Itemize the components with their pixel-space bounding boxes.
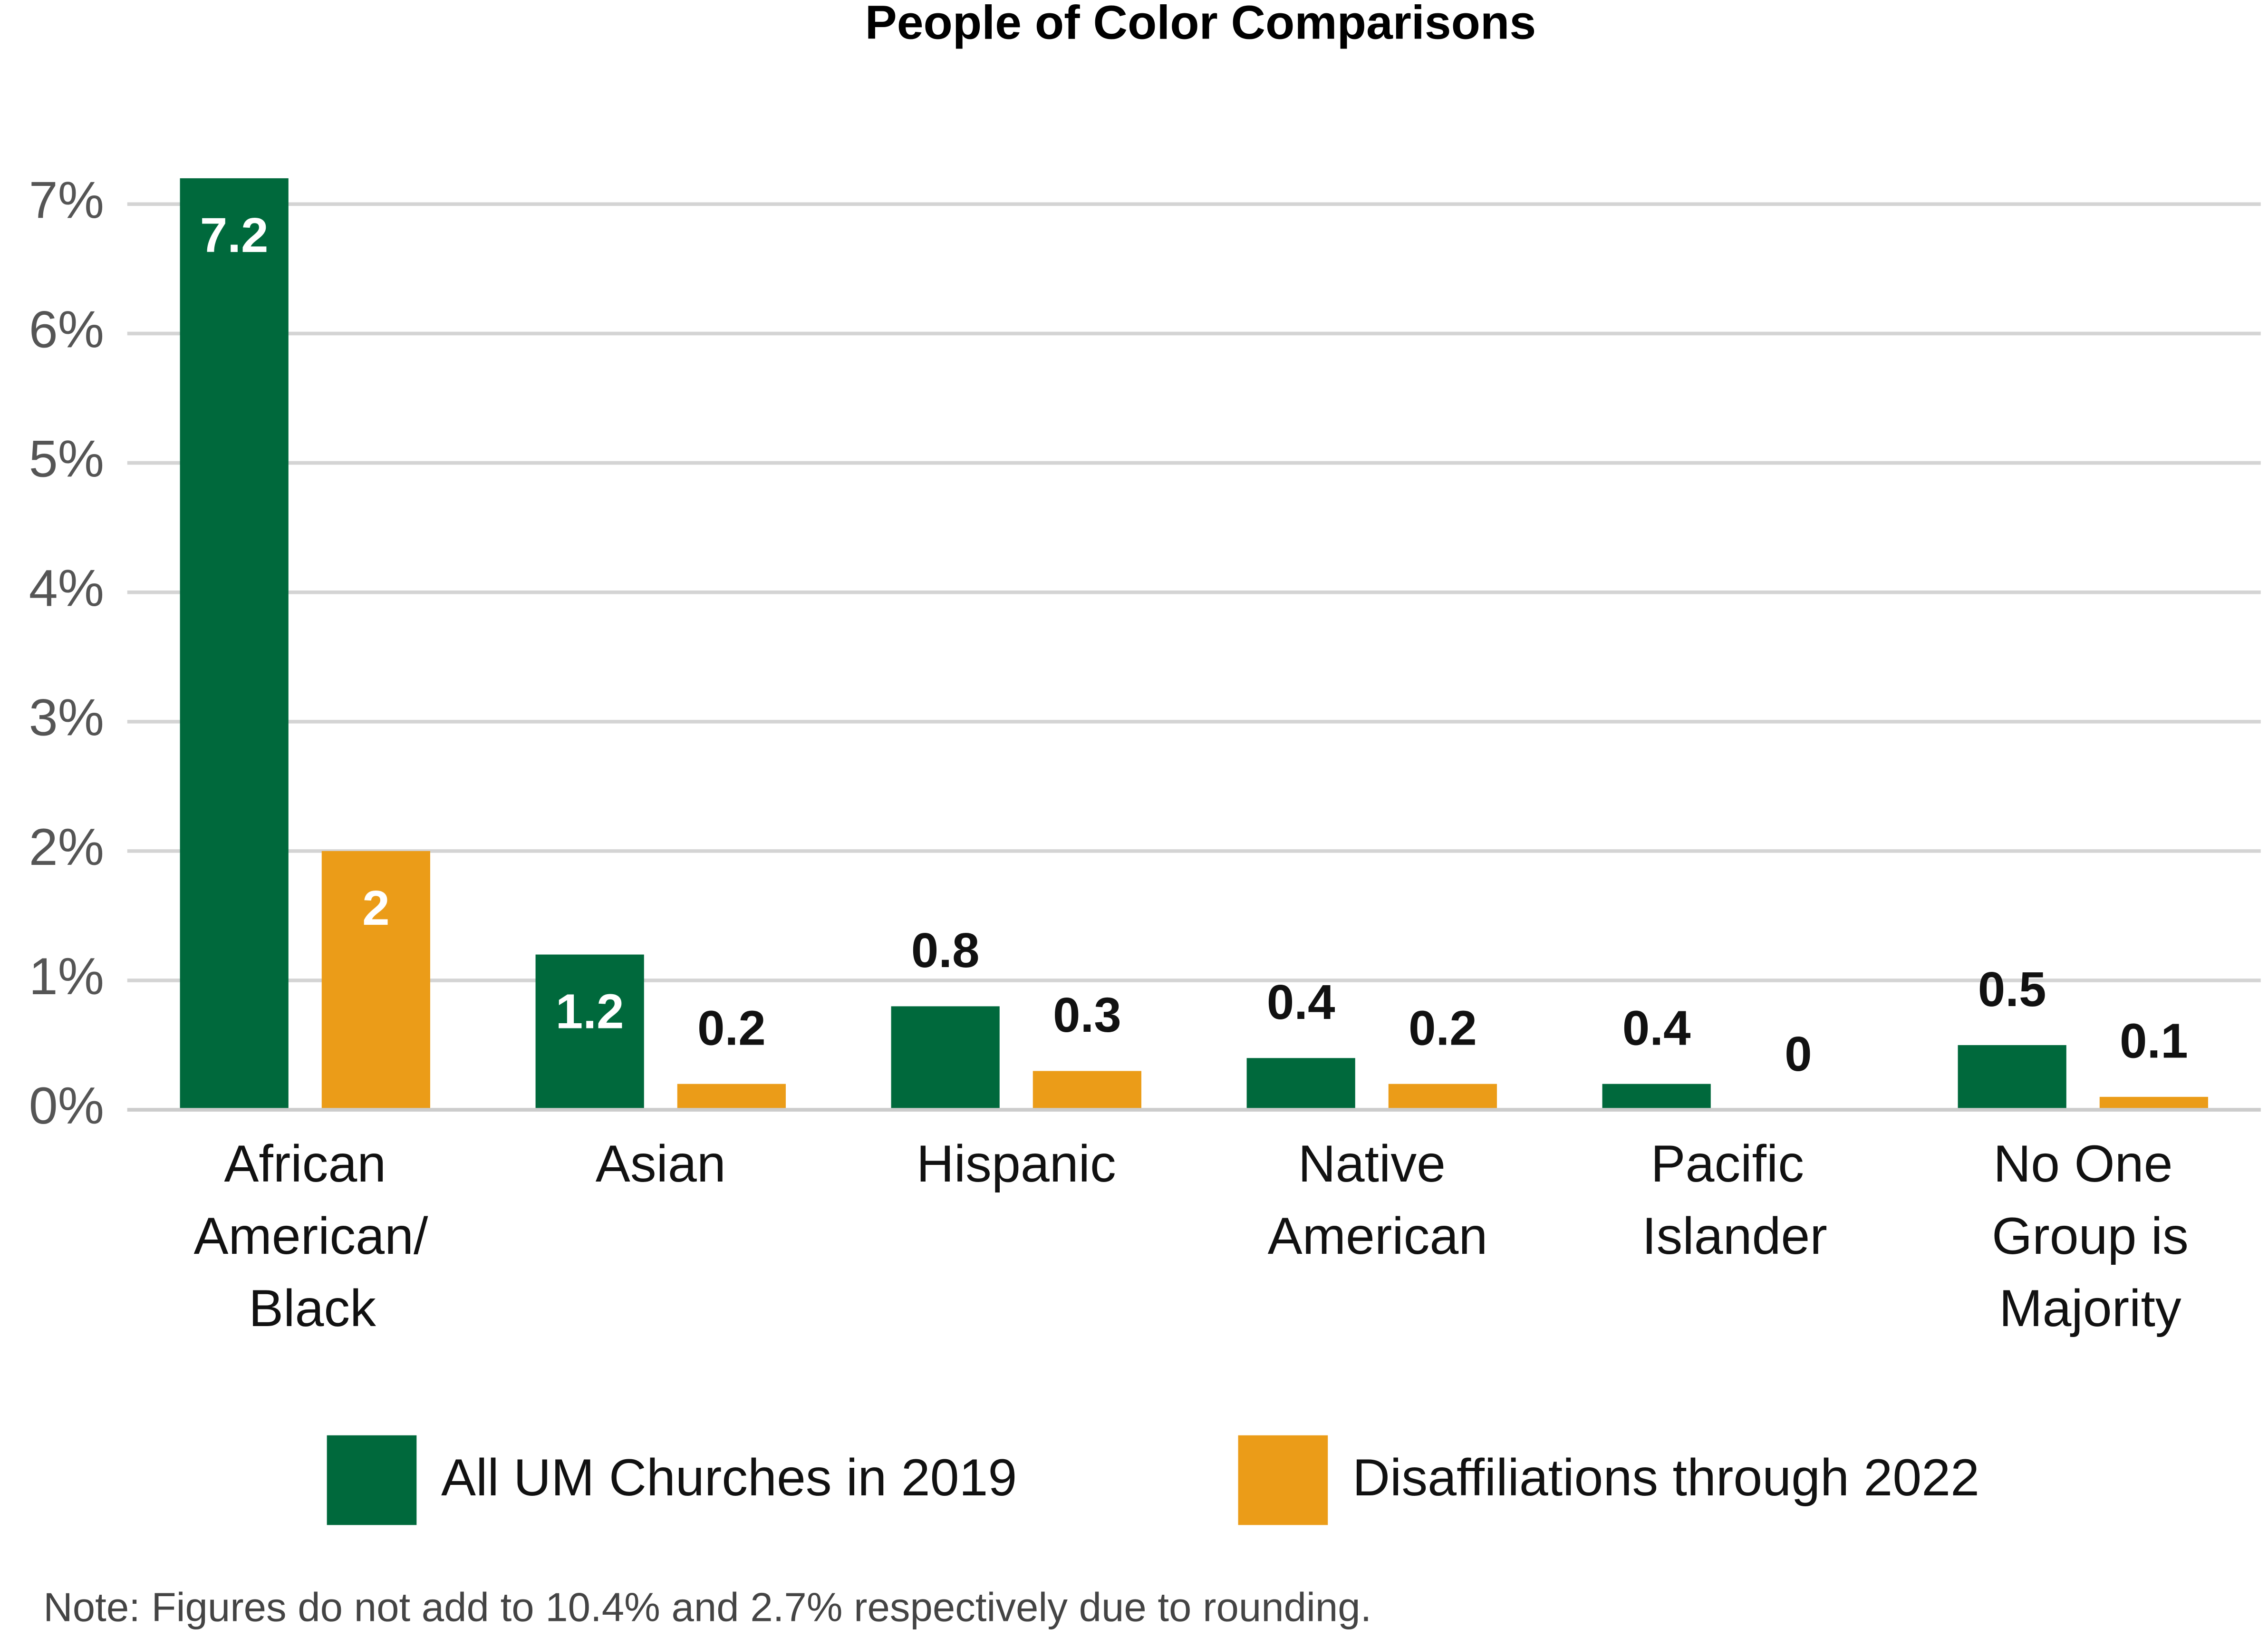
value-label: 0.4 bbox=[1622, 1000, 1691, 1055]
value-label: 0.2 bbox=[1409, 1000, 1477, 1055]
x-tick-label: Asian bbox=[596, 1135, 726, 1193]
value-label: 0.2 bbox=[697, 1000, 766, 1055]
chart-title: People of Color Comparisons bbox=[865, 0, 1536, 49]
legend-label: Disaffiliations through 2022 bbox=[1352, 1449, 1979, 1507]
bar bbox=[2099, 1096, 2208, 1110]
y-tick-label: 1% bbox=[29, 948, 104, 1006]
value-label: 7.2 bbox=[200, 207, 269, 262]
bar bbox=[180, 178, 289, 1110]
y-tick-label: 6% bbox=[29, 300, 104, 359]
x-tick-label: Hispanic bbox=[917, 1135, 1116, 1193]
value-label: 2 bbox=[362, 880, 390, 935]
x-tick-label: Pacific Islander bbox=[1628, 1135, 1827, 1265]
note: Note: Figures do not add to 10.4% and 2.… bbox=[43, 1585, 1371, 1630]
bar bbox=[1602, 1084, 1711, 1110]
bar bbox=[535, 954, 644, 1110]
bar bbox=[677, 1084, 786, 1110]
value-label: 0.8 bbox=[911, 922, 980, 978]
value-label: 0 bbox=[1785, 1026, 1812, 1081]
bar bbox=[891, 1006, 1000, 1110]
bar bbox=[1958, 1045, 2066, 1110]
value-label: 0.5 bbox=[1978, 961, 2046, 1017]
bar bbox=[1246, 1058, 1355, 1110]
y-tick-label: 7% bbox=[29, 171, 104, 229]
value-label: 1.2 bbox=[556, 984, 624, 1039]
bar bbox=[321, 851, 430, 1110]
bar bbox=[1388, 1084, 1497, 1110]
value-label: 0.1 bbox=[2120, 1013, 2188, 1068]
value-label: 0.4 bbox=[1267, 974, 1335, 1029]
x-tick-label: Native American bbox=[1256, 1135, 1487, 1265]
x-tick-label: African American/ Black bbox=[182, 1135, 428, 1338]
y-tick-label: 4% bbox=[29, 560, 104, 618]
y-tick-label: 3% bbox=[29, 689, 104, 747]
bar bbox=[1033, 1071, 1141, 1110]
y-tick-label: 0% bbox=[29, 1077, 104, 1135]
y-tick-label: 5% bbox=[29, 430, 104, 488]
legend-swatch bbox=[1238, 1435, 1328, 1525]
value-label: 0.3 bbox=[1053, 987, 1121, 1042]
x-tick-label: No One Group is Majority bbox=[1978, 1135, 2189, 1338]
legend-label: All UM Churches in 2019 bbox=[441, 1449, 1017, 1507]
legend-swatch bbox=[327, 1435, 417, 1525]
y-tick-label: 2% bbox=[29, 818, 104, 876]
